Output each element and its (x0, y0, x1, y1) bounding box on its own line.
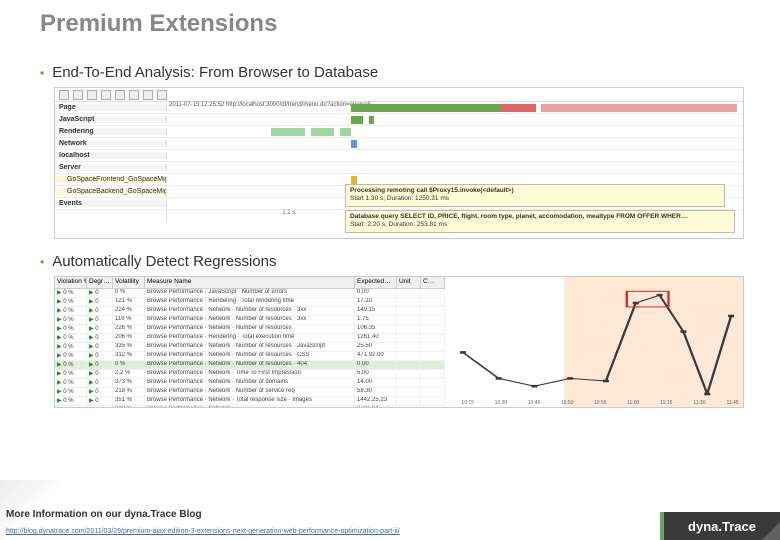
bullet-icon: • (40, 255, 44, 269)
settings-icon[interactable] (101, 90, 111, 100)
x-tick: 11:30 (693, 400, 705, 406)
table-row[interactable]: ▶ 0 %▶ 00 %Browse Performance · JavaScri… (55, 289, 445, 298)
gantt-screenshot: Page2011-07-15 12:25:52 http://localhost… (54, 87, 744, 239)
tooltip-database: Database query SELECT ID, PRICE, flight,… (345, 210, 735, 233)
x-tick: 10:15 (462, 400, 475, 406)
col-expected[interactable]: Expected… (355, 277, 397, 288)
table-row[interactable]: ▶ 0 %▶ 0351 %Browse Performance · Networ… (55, 397, 445, 406)
triangle-icon: ▶ (57, 290, 62, 296)
x-tick: 10:55 (594, 400, 607, 406)
refresh-icon[interactable] (87, 90, 97, 100)
table-header: Violation % Degr… Volatility Measure Nam… (55, 277, 445, 289)
page-corner-icon (762, 522, 780, 540)
col-measure[interactable]: Measure Name (145, 277, 355, 288)
table-row[interactable]: ▶ 0 %▶ 0213 %Browse Performance · Networ… (55, 406, 445, 407)
bullet-2: • Automatically Detect Regressions (40, 253, 740, 270)
x-tick: 11:15 (660, 400, 672, 406)
triangle-icon: ▶ (57, 308, 62, 314)
triangle-icon: ▶ (57, 362, 62, 368)
triangle-icon: ▶ (57, 353, 62, 359)
export-icon[interactable] (129, 90, 139, 100)
tooltip-sub: Start 1.30 s, Duration: 1250.31 ms (350, 195, 449, 202)
table-row[interactable]: ▶ 0 %▶ 00 %Browse Performance · Network … (55, 361, 445, 370)
table-row[interactable]: ▶ 0 %▶ 0226 %Browse Performance · Networ… (55, 325, 445, 334)
triangle-icon: ▶ (57, 380, 62, 386)
bullet-icon: • (40, 66, 44, 80)
x-tick: 10:30 (495, 400, 508, 406)
table-row[interactable]: ▶ 0 %▶ 0121 %Browse Performance · Render… (55, 298, 445, 307)
table-row[interactable]: ▶ 0 %▶ 0206 %Browse Performance · Render… (55, 334, 445, 343)
table-row[interactable]: ▶ 0 %▶ 0218 %Browse Performance · Networ… (55, 388, 445, 397)
triangle-icon: ▶ (57, 389, 62, 395)
tooltip-title: Processing remoting call $Proxy15.invoke… (350, 187, 514, 194)
triangle-icon: ▶ (57, 299, 62, 305)
bullet-1: • End-To-End Analysis: From Browser to D… (40, 64, 740, 81)
footer-link[interactable]: http://blog.dynatrace.com/2011/03/29/pre… (6, 528, 400, 535)
table-row[interactable]: ▶ 0 %▶ 0312 %Browse Performance · Networ… (55, 352, 445, 361)
gantt-row[interactable]: Network (55, 138, 743, 150)
x-tick: 11:00 (627, 400, 639, 406)
tooltip-sub: Start: 2.20 s, Duration: 253.81 ms (350, 221, 447, 228)
regressions-table: Violation % Degr… Volatility Measure Nam… (55, 277, 445, 407)
highlight-icon[interactable] (157, 90, 167, 100)
x-tick: 10:50 (561, 400, 574, 406)
zoom-out-icon[interactable] (73, 90, 83, 100)
table-row[interactable]: ▶ 0 %▶ 02.2 %Browse Performance · Networ… (55, 370, 445, 379)
table-row[interactable]: ▶ 0 %▶ 0335 %Browse Performance · Networ… (55, 343, 445, 352)
footer-title: More Information on our dyna.Trace Blog (6, 509, 654, 520)
table-row[interactable]: ▶ 0 %▶ 0118 %Browse Performance · Networ… (55, 316, 445, 325)
triangle-icon: ▶ (57, 371, 62, 377)
tick-label: 1.2 s (282, 210, 295, 216)
x-tick: 10:45 (528, 400, 541, 406)
gantt-toolbar (55, 88, 743, 102)
zoom-in-icon[interactable] (59, 90, 69, 100)
bullet-1-text: End-To-End Analysis: From Browser to Dat… (52, 64, 378, 81)
footer: More Information on our dyna.Trace Blog … (0, 510, 780, 540)
triangle-icon: ▶ (57, 398, 62, 404)
table-row[interactable]: ▶ 0 %▶ 0373 %Browse Performance · Networ… (55, 379, 445, 388)
col-volatility[interactable]: Volatility (113, 277, 145, 288)
triangle-icon: ▶ (57, 317, 62, 323)
page-title: Premium Extensions (40, 10, 740, 38)
triangle-icon: ▶ (57, 335, 62, 341)
col-c[interactable]: C… (421, 277, 445, 288)
gantt-row[interactable]: Page2011-07-15 12:25:52 http://localhost… (55, 102, 743, 114)
regressions-screenshot: Violation % Degr… Volatility Measure Nam… (54, 276, 744, 408)
gantt-row[interactable]: Rendering (55, 126, 743, 138)
tooltip-title: Database query SELECT ID, PRICE, flight,… (350, 213, 687, 220)
regression-chart: 10:15 10:30 10:45 10:50 10:55 11:00 11:15 11:30… (445, 277, 743, 407)
table-row[interactable]: ▶ 0 %▶ 0224 %Browse Performance · Networ… (55, 307, 445, 316)
gantt-row[interactable]: Server (55, 162, 743, 174)
view-icon[interactable] (143, 90, 153, 100)
gantt-row[interactable]: localhost (55, 150, 743, 162)
col-unit[interactable]: Unit (397, 277, 421, 288)
triangle-icon: ▶ (57, 326, 62, 332)
tooltip-remoting: Processing remoting call $Proxy15.invoke… (345, 184, 725, 207)
triangle-icon: ▶ (57, 344, 62, 350)
col-violation[interactable]: Violation % (55, 277, 87, 288)
gantt-row[interactable]: JavaScript (55, 114, 743, 126)
bullet-2-text: Automatically Detect Regressions (52, 253, 276, 270)
filter-icon[interactable] (115, 90, 125, 100)
col-degr[interactable]: Degr… (87, 277, 113, 288)
x-tick: 11:45 (726, 400, 738, 406)
